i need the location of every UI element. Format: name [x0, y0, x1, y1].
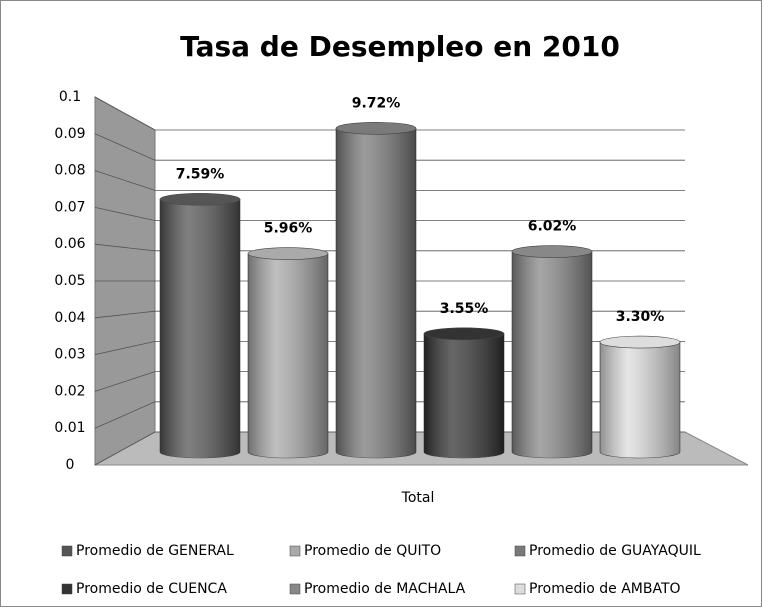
- bar-part: [159, 192, 241, 206]
- y-tick-label: 0.06: [54, 236, 85, 252]
- chart-title: Tasa de Desempleo en 2010: [180, 30, 620, 63]
- y-tick-label: 0.1: [59, 89, 81, 105]
- bar-part: [248, 253, 328, 458]
- grid-line: [94, 371, 685, 392]
- bar-part: [600, 342, 680, 458]
- legend-label: Promedio de AMBATO: [529, 581, 681, 597]
- grid-line: [94, 401, 685, 429]
- grid-line: [94, 340, 685, 355]
- grid-line: [94, 243, 685, 252]
- data-label: 6.02%: [528, 219, 577, 235]
- y-tick-label: 0.04: [54, 310, 85, 326]
- grid-line: [94, 207, 685, 222]
- legend-swatch: [61, 545, 73, 557]
- y-tick-label: 0.07: [54, 199, 85, 215]
- legend-swatch: [289, 545, 301, 557]
- legend-swatch: [61, 583, 73, 595]
- y-tick-label: 0.08: [54, 163, 85, 179]
- grid-line: [94, 96, 685, 131]
- bar-part: [511, 245, 593, 258]
- bar-part: [336, 128, 416, 458]
- data-label: 3.30%: [616, 309, 665, 325]
- data-label: 7.59%: [176, 166, 225, 182]
- bar-part: [512, 251, 592, 458]
- data-label: 9.72%: [352, 95, 401, 111]
- legend-label: Promedio de GENERAL: [76, 543, 234, 559]
- data-label: 3.55%: [440, 301, 489, 317]
- y-tick-label: 0.02: [54, 383, 85, 399]
- grid-line: [94, 310, 685, 319]
- legend-swatch: [514, 545, 526, 557]
- bar: [159, 192, 241, 459]
- bar: [599, 335, 681, 459]
- bar: [423, 327, 505, 459]
- bar-part: [423, 327, 505, 341]
- bar-part: [247, 247, 329, 260]
- legend-swatch: [289, 583, 301, 595]
- y-tick-label: 0: [66, 457, 75, 473]
- bar: [335, 122, 417, 459]
- grid-line: [94, 170, 685, 191]
- legend-label: Promedio de MACHALA: [304, 581, 466, 597]
- bar: [247, 247, 329, 459]
- bar-part: [160, 199, 240, 459]
- bar: [511, 245, 593, 459]
- grid-line: [94, 133, 685, 161]
- legend-label: Promedio de QUITO: [304, 543, 441, 559]
- legend-label: Promedio de GUAYAQUIL: [529, 543, 701, 559]
- bar-part: [424, 333, 504, 458]
- data-label: 5.96%: [264, 221, 313, 237]
- bar-part: [335, 122, 417, 135]
- legend-swatch: [514, 583, 526, 595]
- y-tick-label: 0.09: [54, 126, 85, 142]
- y-tick-label: 0.01: [54, 420, 85, 436]
- bar-part: [599, 335, 681, 349]
- grid-line: [94, 431, 685, 466]
- x-axis-label: Total: [401, 490, 435, 506]
- y-tick-label: 0.05: [54, 273, 85, 289]
- y-tick-label: 0.03: [54, 347, 85, 363]
- legend-label: Promedio de CUENCA: [76, 581, 227, 597]
